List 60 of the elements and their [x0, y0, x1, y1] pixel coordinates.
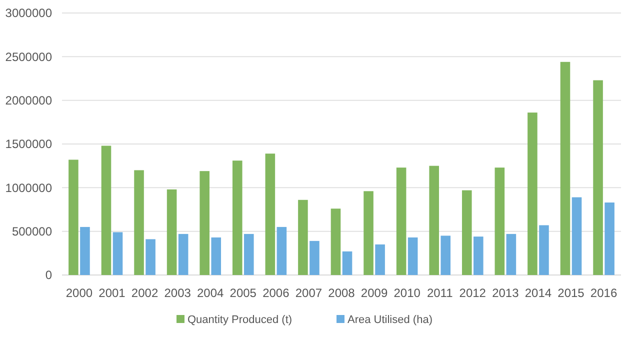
bar	[112, 232, 123, 275]
x-tick-label: 2004	[197, 286, 224, 300]
y-tick-label: 500000	[12, 224, 52, 239]
bar	[474, 236, 484, 275]
bar	[528, 112, 538, 275]
y-tick-label: 2000000	[5, 94, 52, 108]
x-tick-label: 2015	[558, 286, 585, 300]
bar	[560, 62, 570, 275]
x-tick-label: 2012	[459, 286, 486, 300]
x-tick-label: 2007	[295, 286, 322, 300]
bar	[265, 154, 276, 275]
legend-label: Quantity Produced (t)	[188, 314, 292, 326]
x-tick-label: 2000	[66, 286, 93, 300]
bar	[396, 168, 406, 275]
bar	[375, 244, 385, 275]
bar	[200, 171, 210, 275]
x-tick-label: 2002	[131, 286, 158, 300]
bar	[593, 80, 603, 275]
x-tick-label: 2006	[262, 286, 290, 300]
bar	[539, 225, 549, 275]
bar	[178, 234, 188, 275]
bar	[429, 166, 439, 275]
bar	[244, 234, 254, 275]
x-tick-label: 2016	[590, 286, 618, 300]
bar	[276, 226, 287, 275]
x-tick-label: 2011	[426, 286, 454, 300]
y-tick-label: 3000000	[5, 6, 52, 20]
bar	[462, 190, 472, 275]
bar	[604, 202, 614, 275]
x-tick-label: 2005	[230, 286, 257, 300]
bar	[80, 226, 90, 275]
bar	[342, 251, 352, 275]
bar	[330, 208, 341, 275]
bar	[232, 160, 242, 275]
bar	[408, 237, 418, 275]
bar	[146, 239, 156, 275]
x-tick-label: 2001	[98, 286, 126, 300]
x-tick-label: 2009	[360, 286, 388, 300]
bar	[494, 168, 505, 275]
bar	[68, 160, 78, 275]
bar	[310, 240, 320, 275]
x-tick-label: 2010	[394, 286, 421, 300]
bar	[134, 170, 144, 275]
x-tick-label: 2003	[164, 286, 192, 300]
bar	[440, 236, 451, 275]
legend-label: Area Utilised (ha)	[348, 314, 432, 326]
bar	[101, 146, 112, 275]
y-tick-label: 0	[45, 268, 52, 282]
y-tick-label: 2500000	[5, 50, 52, 64]
bar	[364, 191, 374, 275]
bar	[298, 200, 308, 275]
x-tick-label: 2013	[492, 286, 520, 300]
bar	[166, 189, 177, 275]
bar	[572, 197, 582, 275]
x-tick-label: 2014	[524, 286, 552, 300]
y-tick-label: 1500000	[5, 137, 52, 152]
bar	[506, 234, 516, 275]
bar	[211, 237, 222, 275]
x-tick-label: 2008	[328, 286, 356, 300]
y-tick-label: 1000000	[5, 180, 52, 195]
